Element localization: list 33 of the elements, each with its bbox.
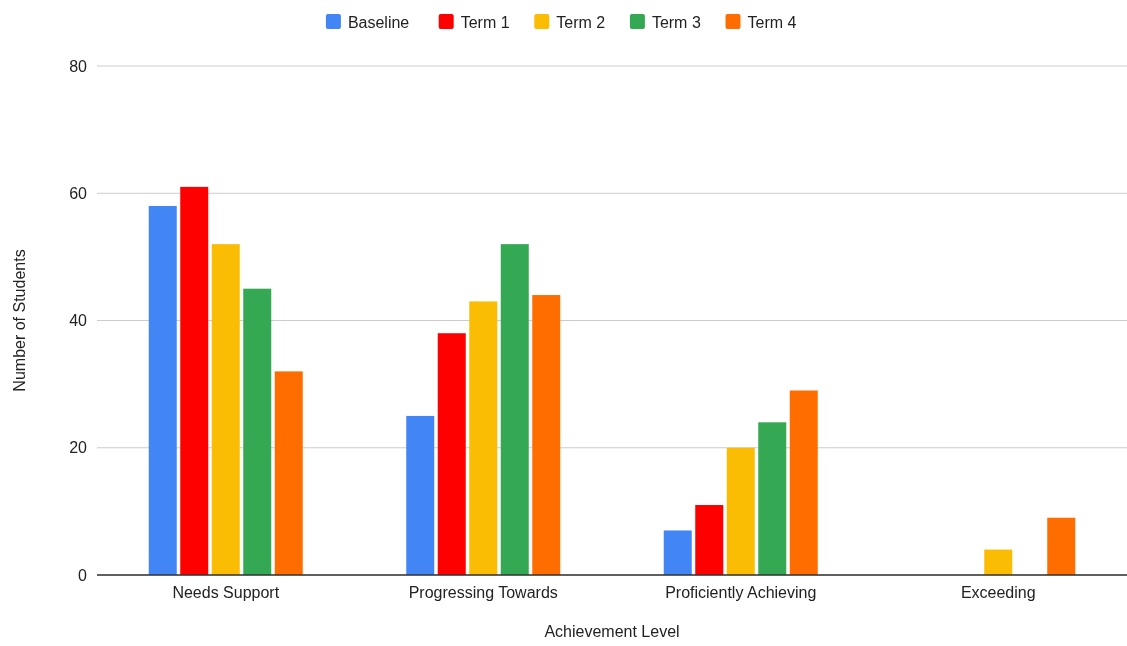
y-axis-title: Number of Students <box>11 249 28 392</box>
bar <box>148 205 177 575</box>
bar <box>500 244 529 575</box>
bar <box>789 390 818 575</box>
x-tick-label: Progressing Towards <box>408 584 558 601</box>
x-tick-label: Needs Support <box>172 584 280 601</box>
y-tick-label: 40 <box>69 312 88 330</box>
bar <box>211 244 240 575</box>
y-tick-label: 60 <box>69 184 88 202</box>
x-tick-label: Exceeding <box>960 584 1036 601</box>
bar <box>758 422 787 575</box>
legend-label: Term 2 <box>556 13 606 31</box>
x-tick-label: Proficiently Achieving <box>665 584 817 601</box>
bar <box>532 295 561 575</box>
bar <box>726 447 755 575</box>
legend-label: Term 4 <box>747 13 797 31</box>
bar <box>406 415 435 575</box>
bar <box>469 301 498 575</box>
y-tick-label: 0 <box>78 566 88 584</box>
x-axis-title: Achievement Level <box>544 623 680 640</box>
y-tick-label: 80 <box>69 57 88 75</box>
legend-label: Term 1 <box>460 13 510 31</box>
legend-label: Term 3 <box>651 13 701 31</box>
bar <box>663 530 692 575</box>
legend-label: Baseline <box>347 13 410 31</box>
bar <box>1047 517 1076 575</box>
bar <box>243 288 272 575</box>
bar <box>695 505 724 575</box>
bar <box>180 186 209 575</box>
bar <box>984 549 1013 575</box>
bar <box>437 333 466 575</box>
y-tick-label: 20 <box>69 439 88 457</box>
bar <box>274 371 303 575</box>
